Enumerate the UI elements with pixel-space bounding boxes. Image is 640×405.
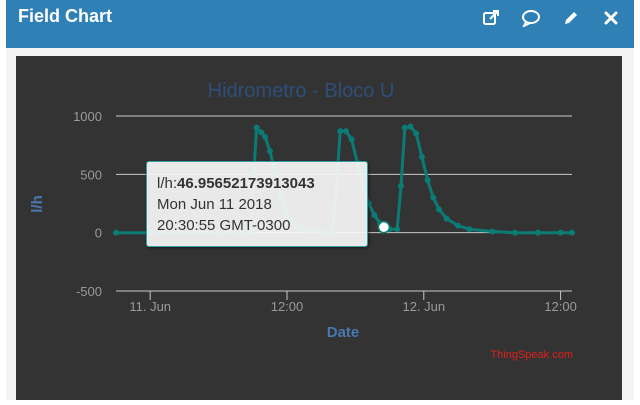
data-point [466,226,473,233]
data-point [534,229,541,236]
data-point [266,148,273,154]
data-tooltip: l/h:46.95652173913043 Mon Jun 11 2018 20… [146,161,368,247]
tooltip-value-line: l/h:46.95652173913043 [157,173,367,194]
credits-link[interactable]: ThingSpeak.com [490,349,573,361]
external-link-icon[interactable] [480,7,502,29]
data-point [342,128,349,135]
x-axis: 11. Jun 12:00 12. Jun 12:00 [116,290,577,314]
data-point [113,229,119,236]
x-tick-label: 11. Jun [129,299,171,314]
comment-icon[interactable] [520,7,542,29]
hovered-point [377,220,391,234]
x-tick-label: 12:00 [544,299,577,314]
tooltip-value: 46.95652173913043 [177,175,315,192]
data-point [489,228,496,235]
data-point [512,229,518,236]
data-point [413,130,420,137]
tooltip-label: l/h: [157,175,178,192]
data-point [418,153,425,160]
window-header: Field Chart [6,0,634,48]
data-point [258,129,265,136]
data-point [557,229,564,236]
data-point [348,136,355,143]
close-icon[interactable] [600,7,622,29]
data-point [262,134,269,140]
data-point [253,124,260,131]
data-point [443,215,450,222]
y-tick-label: 1000 [73,109,102,124]
pencil-icon[interactable] [560,7,582,29]
tooltip-date: Mon Jun 11 2018 [157,196,272,213]
y-tick-label: -500 [76,284,102,299]
data-point [436,206,442,213]
data-point [424,177,431,184]
x-tick-label: 12. Jun [402,299,445,314]
chart-title: Hidrometro - Bloco U [208,80,395,102]
data-point [337,128,344,135]
x-axis-label: Date [327,324,360,341]
data-point [407,123,414,130]
data-point [569,229,575,236]
x-tick-label: 12:00 [271,299,304,314]
data-point [455,222,461,229]
y-tick-label: 500 [80,167,102,182]
data-point [371,212,378,219]
data-point [398,183,404,189]
data-point [430,194,437,201]
window-title: Field Chart [18,6,113,26]
header-toolbar [480,7,622,29]
y-axis-label: l/h [29,195,46,213]
tooltip-time: 20:30:55 GMT-0300 [157,217,291,234]
y-tick-label: 0 [95,226,102,241]
data-point [401,124,408,131]
y-axis: -500 0 500 1000 [73,109,102,299]
data-point [394,226,401,233]
